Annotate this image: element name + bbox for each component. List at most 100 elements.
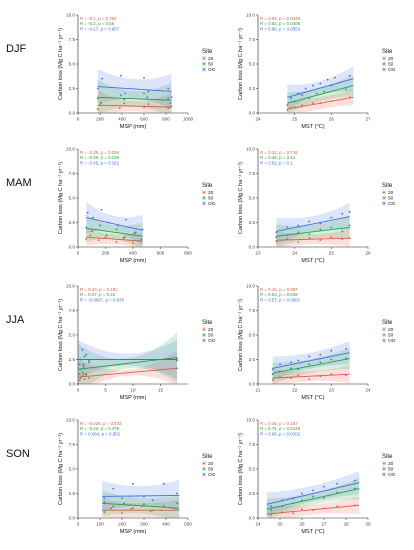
data-point-OG [297,359,300,362]
y-tick-label: 7.5 [69,442,76,447]
x-tick-label: 400 [129,251,137,256]
stat-annotation-OG: R = -0.0097, p = 0.978 [80,297,124,302]
data-point-20 [290,377,292,380]
legend-marker-20 [203,328,205,331]
data-point-OG [279,363,281,366]
data-point-20 [89,234,92,237]
stat-annotation-50: R = 0.48, p = 0.14 [260,155,296,160]
data-point-20 [348,237,351,240]
data-point-50 [297,231,300,234]
data-point-OG [308,220,311,223]
data-point-OG [170,96,173,99]
data-point-50 [293,100,296,103]
x-tick-label: 27 [321,522,327,527]
data-point-20 [297,241,300,244]
data-point-OG [88,361,90,364]
data-point-50 [146,96,149,99]
stat-annotation-50: R = 0.71, p = 0.0148 [260,426,301,431]
regression-line-50 [86,227,143,237]
x-tick-label: 15 [158,388,164,393]
regression-line-20 [97,104,172,108]
x-tick-label: 28 [343,522,349,527]
legend-marker-20 [203,191,205,194]
legend-marker-OG [203,202,205,205]
stat-annotation-50: R = -0.39, p = 0.236 [80,155,120,160]
regression-line-20 [77,367,178,378]
legend-marker-OG [383,473,385,476]
stat-annotation-20: R = -0.1, p = 0.762 [80,16,117,21]
data-point-20 [345,374,347,377]
data-point-50 [103,501,106,504]
y-axis-label: Carbon loss (Mg C ha⁻¹ yr⁻¹) [58,433,64,505]
y-tick-label: 2.5 [249,220,256,225]
y-tick-label: 0.0 [249,382,256,387]
x-tick-label: 600 [140,117,148,122]
data-point-50 [323,90,325,93]
data-point-20 [143,106,145,109]
data-point-OG [353,479,356,482]
data-point-50 [336,491,339,494]
legend-marker-OG [383,68,385,71]
data-point-50 [121,497,123,500]
data-point-20 [132,242,134,244]
stat-annotation-OG: R = 0.88, p = 0.0553 [260,26,301,31]
data-point-20 [336,505,339,508]
data-point-20 [104,236,107,239]
legend-label-50: 50 [208,467,214,473]
data-point-50 [123,236,126,239]
data-point-OG [334,76,336,79]
data-point-OG [107,221,110,224]
confidence-band-20 [287,89,354,113]
confidence-band-50 [287,74,354,113]
data-point-20 [353,504,356,507]
data-point-OG [141,228,144,231]
data-point-20 [275,240,278,243]
data-point-20 [319,239,322,242]
data-point-50 [330,358,333,361]
x-tick-label: 26 [299,522,305,527]
regression-line-50 [272,358,350,374]
legend-label-20: 20 [208,190,214,196]
y-tick-label: 7.5 [249,308,256,313]
x-tick-label: 800 [184,251,192,256]
x-tick-label: 200 [96,117,104,122]
panel-mam-msp: 0.0 2.5 5.0 7.5 10.0 0 200 400 600 800 MSP (mm) Car… [58,147,216,264]
x-tick-label: 27 [365,117,371,122]
data-point-20 [176,367,178,370]
regression-line-OG [102,495,180,497]
data-point-20 [319,375,322,378]
y-axis-label: Carbon loss (Mg C ha⁻¹ yr⁻¹) [58,162,64,234]
data-point-20 [293,106,296,109]
data-point-20 [348,96,351,99]
data-point-50 [140,238,143,241]
data-point-50 [143,92,145,95]
data-point-50 [151,509,154,512]
data-point-OG [79,358,82,361]
confidence-band-20 [272,365,350,384]
data-point-OG [86,211,89,214]
data-point-20 [323,507,325,510]
data-point-50 [323,497,325,500]
legend-marker-50 [203,197,205,199]
x-tick-label: 26 [365,251,371,256]
data-point-50 [308,233,311,236]
legend-title: Site [202,183,213,189]
data-point-20 [330,100,333,103]
y-axis-label: Carbon loss (Mg C ha⁻¹ yr⁻¹) [238,28,244,100]
x-tick-label: 24 [255,522,261,527]
legend-label-OG: OG [208,67,216,73]
x-tick-label: 500 [184,522,192,527]
y-tick-label: 5.0 [69,196,76,201]
x-tick-label: 23 [255,251,261,256]
data-point-20 [123,102,126,105]
y-tick-label: 5.0 [69,62,76,67]
data-point-20 [308,378,311,380]
data-point-OG [134,231,137,234]
data-point-20 [290,107,292,109]
data-point-20 [99,104,101,107]
stat-annotation-50: R = -0.2, p = 0.56 [80,21,115,26]
data-point-OG [312,84,314,87]
